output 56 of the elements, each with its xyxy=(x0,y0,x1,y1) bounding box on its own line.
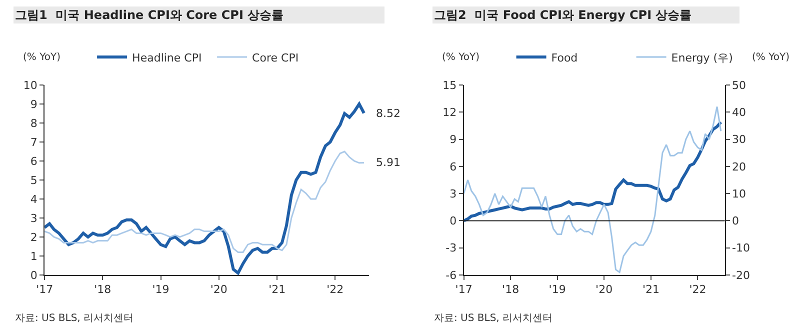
y-tick-label: 9 xyxy=(30,98,38,111)
y-tick-label: 8 xyxy=(30,116,38,130)
x-tick-label: '19 xyxy=(548,283,566,296)
y-tick-label: -3 xyxy=(446,242,457,255)
x-tick-label: '21 xyxy=(268,283,286,296)
x-tick-label: '18 xyxy=(502,283,520,296)
y-tick-label: 10 xyxy=(23,78,38,92)
legend-label: Energy (우) xyxy=(671,51,733,64)
y-tick-label: 2 xyxy=(30,230,38,244)
legend-label: Food xyxy=(551,51,578,64)
y-tick-label: 9 xyxy=(450,133,457,146)
line-series xyxy=(464,106,722,274)
x-tick-label: '22 xyxy=(689,283,706,296)
line-series xyxy=(44,150,365,253)
y2-tick-label: -20 xyxy=(732,268,750,282)
y-tick-label: 12 xyxy=(442,106,457,119)
x-tick-label: '20 xyxy=(596,283,613,296)
annotation: 8.52 xyxy=(376,107,400,120)
y-axis-title: (% YoY) xyxy=(442,52,480,63)
text: 자료: US BLS, 리서치센터 xyxy=(434,313,553,324)
y-tick-label: -6 xyxy=(446,268,457,282)
chart-title: 그림1 미국 Headline CPI와 Core CPI 상승률 xyxy=(15,8,284,22)
y-tick-label: 5 xyxy=(30,174,38,187)
y2-tick-label: -10 xyxy=(732,242,750,255)
y2-tick-label: 10 xyxy=(732,187,746,200)
x-tick-label: '22 xyxy=(326,283,344,296)
line-series xyxy=(44,102,366,275)
y-tick-label: 0 xyxy=(450,214,457,228)
x-tick-label: '21 xyxy=(642,283,660,296)
chart-title: 그림2 미국 Food CPI와 Energy CPI 상승률 xyxy=(434,8,692,22)
y2-tick-label: 20 xyxy=(732,160,746,174)
y-tick-label: 4 xyxy=(30,192,38,206)
x-tick-label: '18 xyxy=(94,283,112,296)
y2-tick-label: 50 xyxy=(732,78,746,92)
x-tick-label: '17 xyxy=(36,283,54,296)
annotation: 5.91 xyxy=(376,156,400,169)
x-tick-label: '20 xyxy=(210,283,228,296)
y-tick-label: 15 xyxy=(442,78,457,92)
y-tick-label: 3 xyxy=(30,212,38,225)
y-tick-label: 7 xyxy=(30,136,38,149)
y-tick-label: 3 xyxy=(450,187,457,200)
legend-label: Core CPI xyxy=(252,51,299,64)
x-tick-label: '17 xyxy=(455,283,472,296)
y-tick-label: 6 xyxy=(450,160,457,174)
y-axis-title: (% YoY) xyxy=(23,52,61,63)
line-series xyxy=(464,120,722,222)
y2-tick-label: 30 xyxy=(732,133,746,146)
text: 자료: US BLS, 리서치센터 xyxy=(15,313,134,324)
legend-label: Headline CPI xyxy=(132,51,202,64)
y2-axis-title: (% YoY) xyxy=(752,52,790,63)
y-tick-label: 0 xyxy=(30,268,38,282)
y2-tick-label: 40 xyxy=(732,106,746,119)
y-tick-label: 6 xyxy=(30,154,38,168)
y2-tick-label: 0 xyxy=(732,214,740,228)
x-tick-label: '19 xyxy=(152,283,170,296)
y-tick-label: 1 xyxy=(30,250,38,263)
